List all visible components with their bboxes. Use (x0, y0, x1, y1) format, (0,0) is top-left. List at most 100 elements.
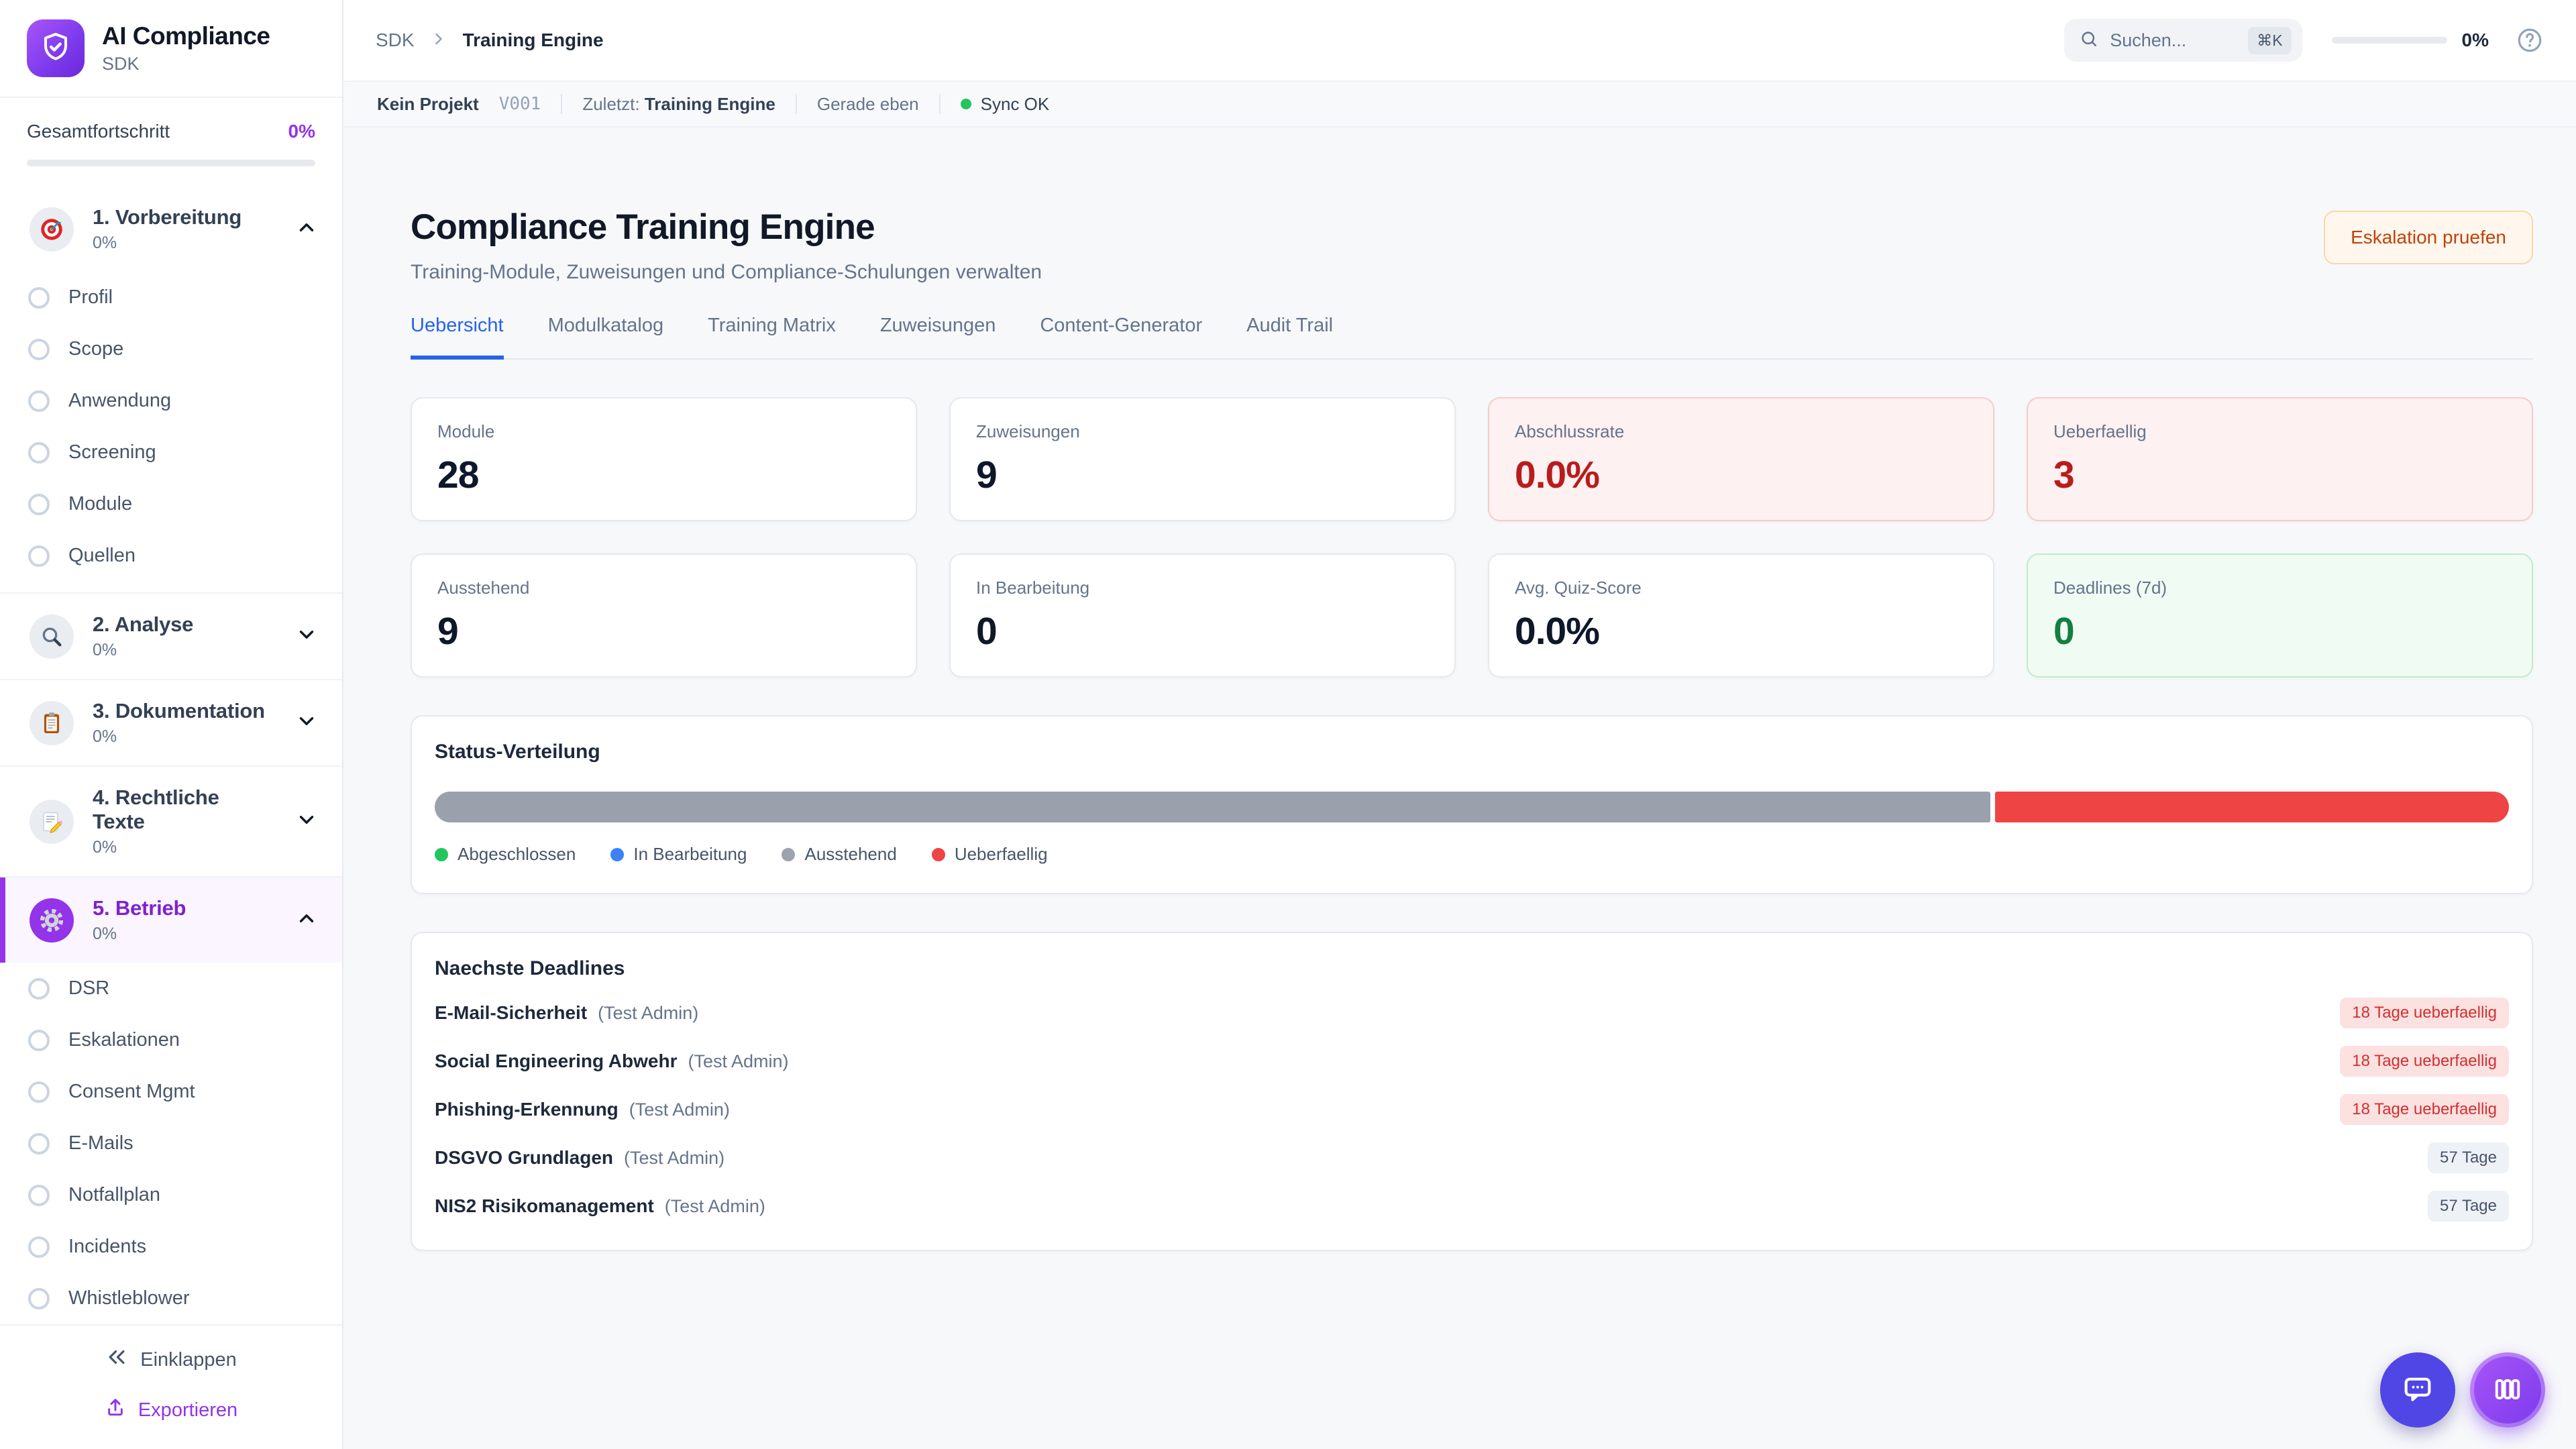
sidebar-item-quellen[interactable]: Quellen (0, 530, 342, 582)
section-header-analyse[interactable]: 2. Analyse 0% (0, 594, 342, 679)
section-header-rechtliche-texte[interactable]: 4. Rechtliche Texte 0% (0, 767, 342, 876)
upload-icon (105, 1397, 126, 1424)
main-area: SDK Training Engine ⌘K 0% (343, 0, 2576, 1449)
chevron-right-icon (429, 30, 448, 52)
stat-card-in-bearbeitung: In Bearbeitung 0 (949, 553, 1456, 678)
legend-item-ueberfaellig: Ueberfaellig (931, 844, 1048, 865)
legend-dot-green (435, 847, 448, 861)
status-circle-icon (28, 545, 50, 567)
check-escalation-button[interactable]: Eskalation pruefen (2324, 211, 2533, 264)
sidebar-item-screening[interactable]: Screening (0, 427, 342, 478)
help-button[interactable] (2516, 26, 2544, 54)
board-fab-button[interactable] (2470, 1352, 2545, 1428)
sidebar-item-module[interactable]: Module (0, 478, 342, 530)
topbar: SDK Training Engine ⌘K 0% (343, 0, 2576, 82)
status-circle-icon (28, 1287, 50, 1309)
chat-fab-button[interactable] (2380, 1352, 2455, 1428)
deadline-badge: 18 Tage ueberfaellig (2340, 998, 2509, 1028)
stat-card-deadlines-7d: Deadlines (7d) 0 (2027, 553, 2533, 678)
gear-icon (30, 898, 74, 943)
status-bar: Kein Projekt V001 Zuletzt: Training Engi… (343, 82, 2576, 127)
section-label: 4. Rechtliche Texte (93, 786, 219, 833)
magnifier-icon (30, 614, 74, 659)
divider (561, 94, 563, 114)
section-label: 5. Betrieb (93, 896, 186, 920)
section-percent: 0% (93, 838, 117, 857)
section-percent: 0% (93, 727, 117, 746)
tab-zuweisungen[interactable]: Zuweisungen (879, 315, 996, 336)
chat-bubble-icon (2400, 1372, 2435, 1409)
bar-segment-ueberfaellig (1995, 792, 2509, 822)
stat-card-module: Module 28 (411, 397, 917, 521)
panel-title: Naechste Deadlines (435, 957, 625, 979)
legend-dot-red (931, 847, 945, 861)
search-icon (2079, 29, 2099, 52)
export-button[interactable]: Exportieren (105, 1397, 237, 1424)
sidebar-item-dsr[interactable]: DSR (0, 963, 342, 1014)
overall-progress-value: 0% (288, 121, 315, 142)
sidebar-item-eskalationen[interactable]: Eskalationen (0, 1014, 342, 1066)
status-circle-icon (28, 338, 50, 360)
clipboard-icon (30, 700, 74, 745)
deadline-badge: 18 Tage ueberfaellig (2340, 1046, 2509, 1077)
section-header-vorbereitung[interactable]: 1. Vorbereitung 0% (0, 186, 342, 272)
columns-icon (2490, 1372, 2525, 1409)
stat-grid: Module 28 Zuweisungen 9 Abschlussrate 0.… (411, 397, 2533, 678)
search-field[interactable] (2110, 30, 2238, 51)
sidebar-item-incidents[interactable]: Incidents (0, 1221, 342, 1273)
section-header-dokumentation[interactable]: 3. Dokumentation 0% (0, 680, 342, 765)
target-icon (30, 207, 74, 252)
panel-title: Status-Verteilung (435, 741, 600, 763)
overall-progress-bar (27, 160, 315, 166)
tab-modulkatalog[interactable]: Modulkatalog (547, 315, 664, 336)
topbar-progress-bar (2331, 37, 2447, 44)
search-input[interactable]: ⌘K (2064, 19, 2302, 62)
legend-item-in-bearbeitung: In Bearbeitung (610, 844, 747, 865)
sidebar-item-anwendung[interactable]: Anwendung (0, 375, 342, 427)
deadline-row: E-Mail-Sicherheit (Test Admin) 18 Tage ue… (435, 998, 2509, 1028)
stat-card-ausstehend: Ausstehend 9 (411, 553, 917, 678)
breadcrumb-root[interactable]: SDK (376, 30, 415, 50)
section-items: Profil Scope Anwendung Screening Module … (0, 272, 342, 592)
status-circle-icon (28, 493, 50, 515)
chevron-down-icon (295, 808, 318, 835)
deadline-row: DSGVO Grundlagen (Test Admin) 57 Tage (435, 1142, 2509, 1173)
section-percent: 0% (93, 924, 117, 943)
double-chevron-left-icon (105, 1346, 128, 1374)
sync-status: Sync OK (960, 94, 1049, 115)
status-circle-icon (28, 1081, 50, 1103)
sync-status-dot (960, 99, 971, 109)
breadcrumb-current: Training Engine (462, 30, 604, 50)
sidebar: AI Compliance SDK Gesamtfortschritt 0% (0, 0, 343, 1449)
tab-training-matrix[interactable]: Training Matrix (708, 315, 836, 336)
divider (795, 94, 797, 114)
sidebar-nav: 1. Vorbereitung 0% Profil Scope Anwendun… (0, 186, 342, 1324)
chevron-up-icon (295, 216, 318, 242)
memo-pencil-icon (30, 799, 74, 844)
sidebar-footer: Einklappen Exportieren (0, 1324, 342, 1449)
tab-uebersicht[interactable]: Uebersicht (411, 315, 504, 360)
sidebar-item-profil[interactable]: Profil (0, 272, 342, 323)
stat-card-avg-quiz-score: Avg. Quiz-Score 0.0% (1488, 553, 1994, 678)
sidebar-section-dokumentation: 3. Dokumentation 0% (0, 679, 342, 765)
sidebar-item-whistleblower[interactable]: Whistleblower (0, 1273, 342, 1324)
section-label: 1. Vorbereitung (93, 205, 242, 229)
sidebar-item-notfallplan[interactable]: Notfallplan (0, 1169, 342, 1221)
deadline-list: E-Mail-Sicherheit (Test Admin) 18 Tage ue… (435, 998, 2509, 1222)
sidebar-item-scope[interactable]: Scope (0, 323, 342, 375)
status-circle-icon (28, 1236, 50, 1258)
sidebar-item-consent-mgmt[interactable]: Consent Mgmt (0, 1066, 342, 1118)
sidebar-item-e-mails[interactable]: E-Mails (0, 1118, 342, 1169)
section-header-betrieb[interactable]: 5. Betrieb 0% (0, 877, 342, 963)
stat-card-abschlussrate: Abschlussrate 0.0% (1488, 397, 1994, 521)
status-circle-icon (28, 286, 50, 309)
tab-audit-trail[interactable]: Audit Trail (1246, 315, 1334, 336)
page-title: Compliance Training Engine (411, 207, 875, 247)
deadline-badge: 57 Tage (2428, 1142, 2509, 1173)
topbar-progress-value: 0% (2461, 30, 2489, 50)
stat-card-ueberfaellig: Ueberfaellig 3 (2027, 397, 2533, 521)
collapse-sidebar-button[interactable]: Einklappen (105, 1346, 237, 1374)
tab-content-generator[interactable]: Content-Generator (1040, 315, 1203, 336)
breadcrumb: SDK Training Engine (376, 30, 604, 52)
sidebar-section-betrieb: 5. Betrieb 0% DSR Eskalationen Consent M… (0, 876, 342, 1324)
